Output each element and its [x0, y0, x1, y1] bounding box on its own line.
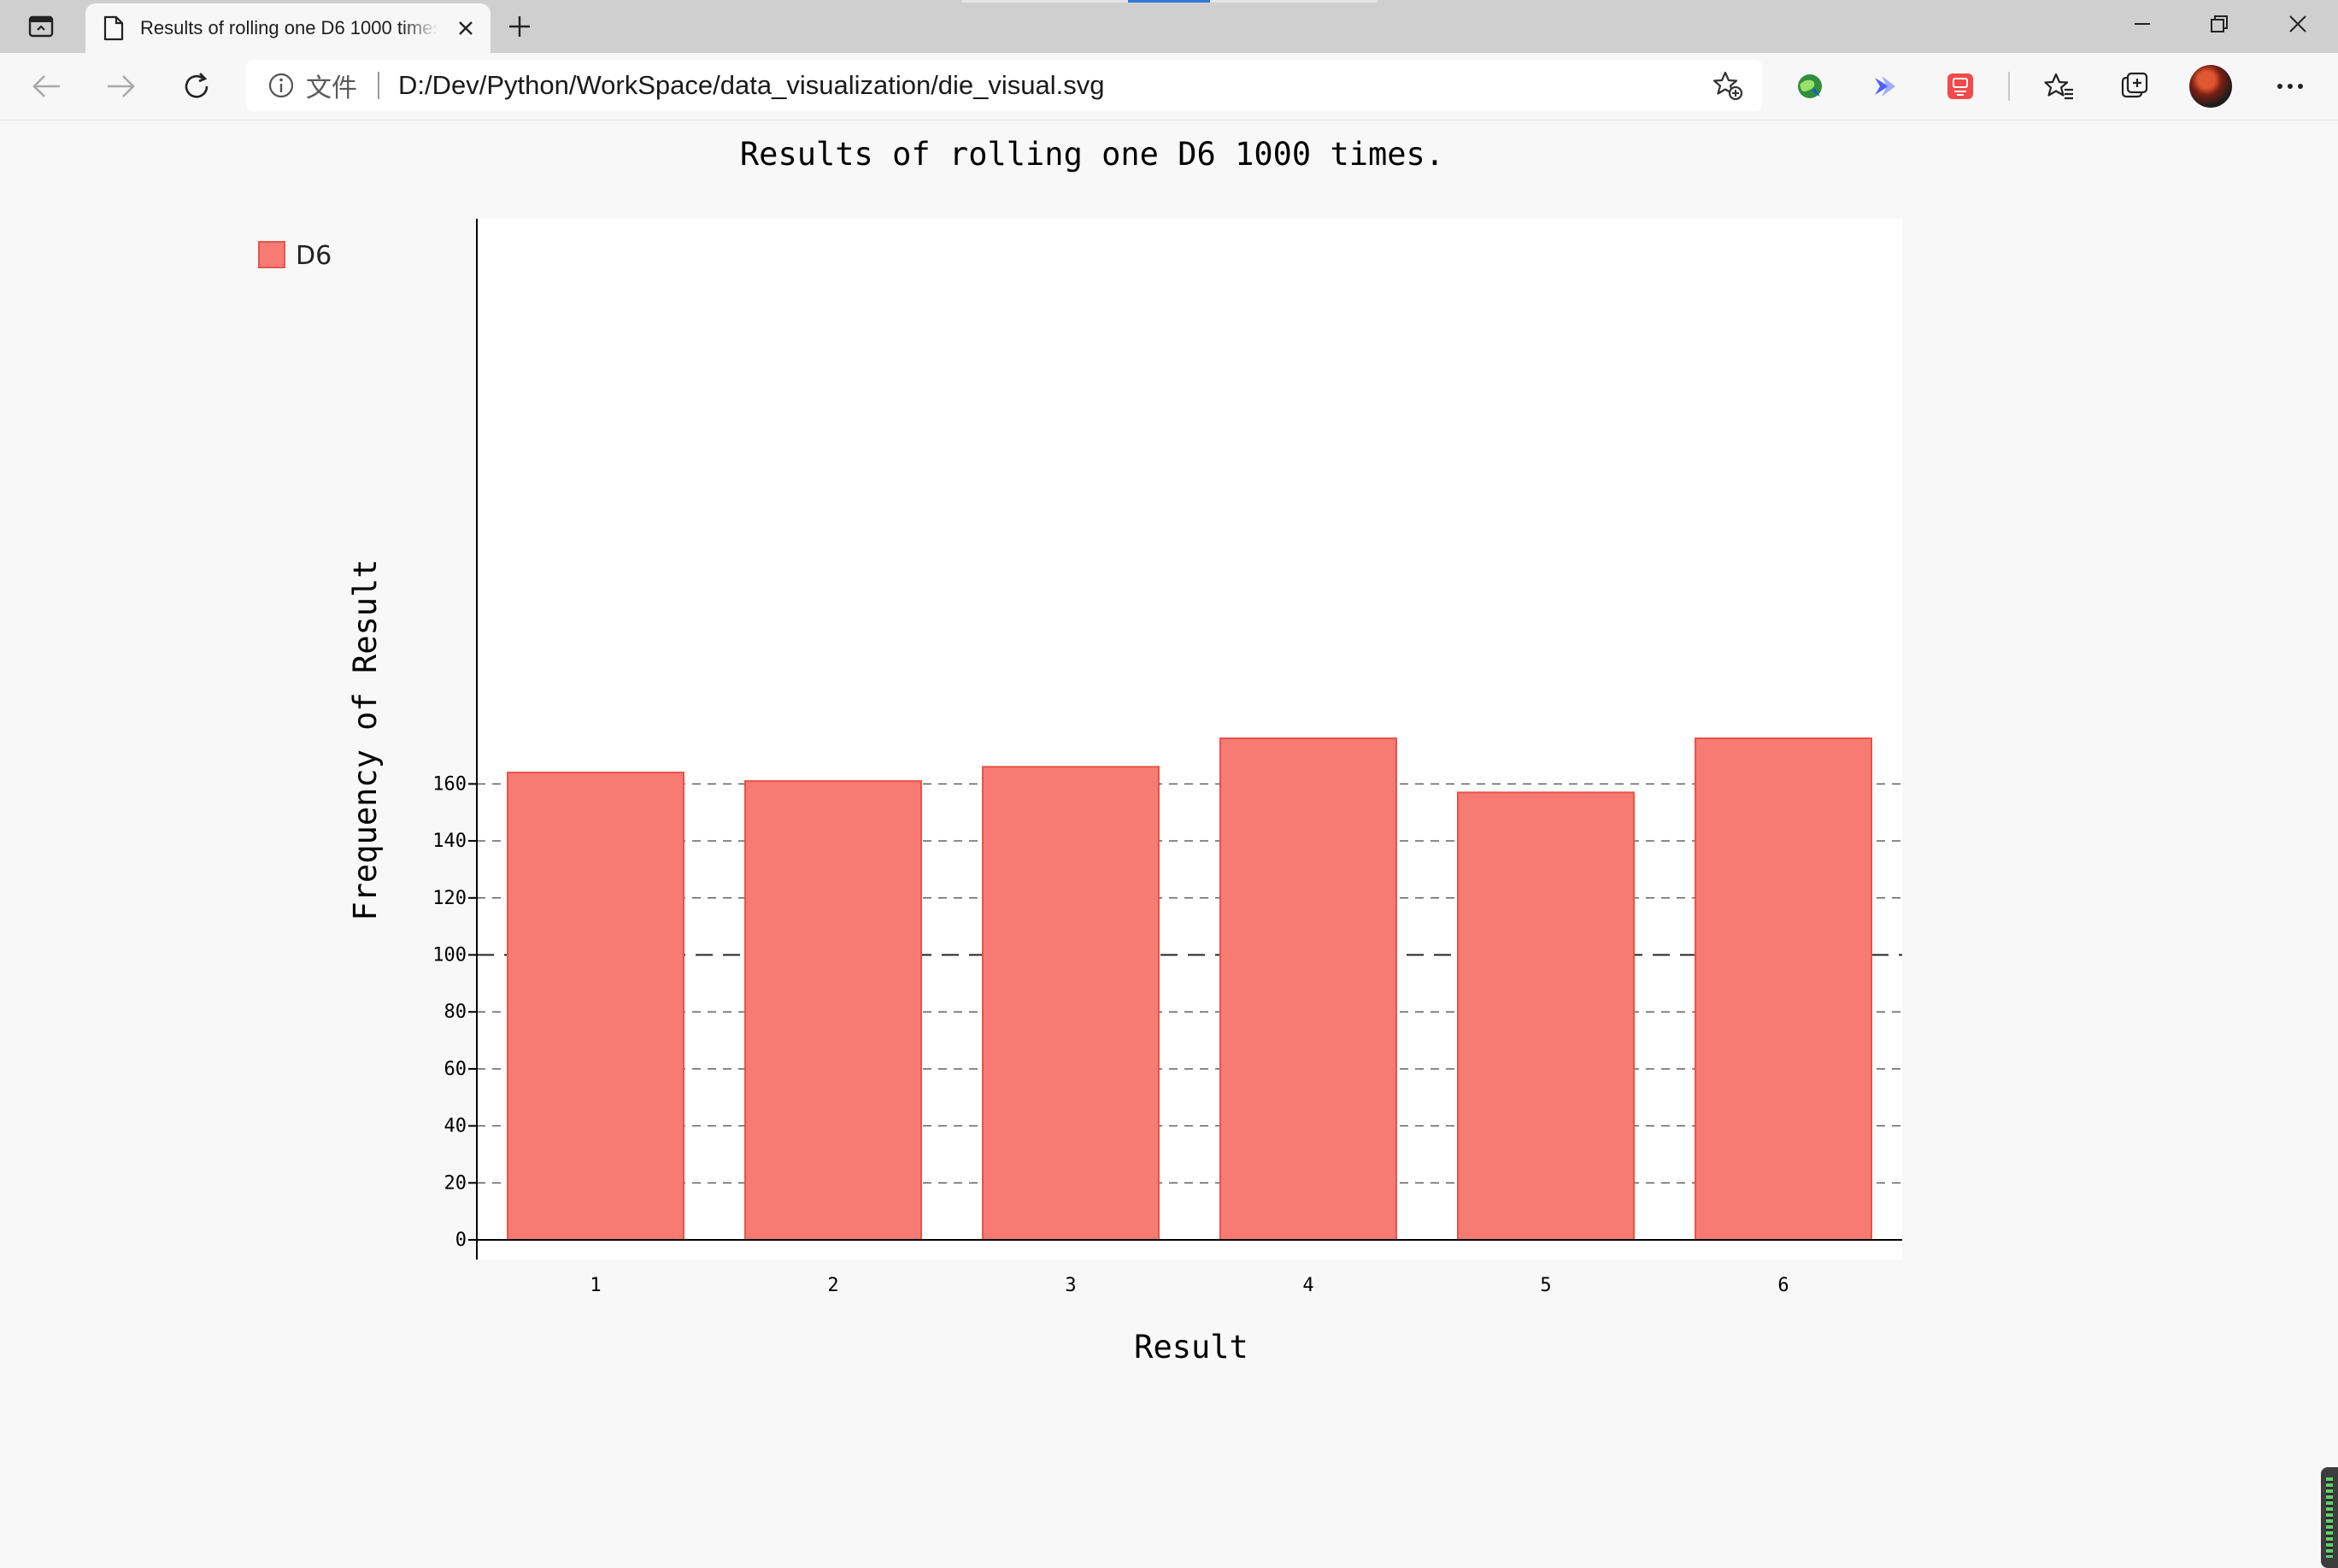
x-tick-label: 3: [1065, 1275, 1076, 1296]
address-bar[interactable]: 文件 D:/Dev/Python/WorkSpace/data_visualiz…: [246, 60, 1762, 111]
more-options-icon[interactable]: [2270, 67, 2311, 106]
address-scheme-label: 文件: [306, 74, 357, 103]
extension-bird-icon[interactable]: [1865, 67, 1906, 106]
page-content: Results of rolling one D6 1000 times. D6…: [0, 120, 2338, 1568]
toolbar-divider: [2008, 72, 2010, 101]
y-tick-label: 40: [444, 1116, 467, 1137]
add-favorite-icon[interactable]: [1712, 70, 1743, 101]
favorites-icon[interactable]: [2039, 67, 2080, 106]
x-tick-label: 4: [1302, 1275, 1313, 1296]
x-tick-labels: 1 2 3 4 5 6: [590, 1275, 1789, 1296]
restore-icon[interactable]: [2181, 0, 2258, 48]
bar-1[interactable]: [507, 772, 684, 1241]
collections-icon[interactable]: [2114, 67, 2155, 106]
y-tick-label: 20: [444, 1172, 467, 1194]
y-tick-label: 120: [432, 888, 467, 909]
chart-title: Results of rolling one D6 1000 times.: [740, 136, 1444, 173]
info-icon[interactable]: [267, 71, 296, 100]
x-tick-label: 5: [1540, 1275, 1551, 1296]
y-tick-label: 0: [455, 1230, 467, 1251]
bar-5[interactable]: [1457, 791, 1635, 1241]
document-icon: [101, 14, 126, 43]
bars: [507, 737, 1872, 1241]
x-tick-label: 1: [590, 1275, 601, 1296]
new-tab-icon[interactable]: [501, 10, 538, 43]
plot-area: [477, 219, 1902, 1260]
y-tick-labels: 0 20 40 60 80 100 120 140 160: [432, 773, 467, 1251]
title-bar: Results of rolling one D6 1000 times.: [0, 0, 2338, 53]
legend-swatch: [258, 241, 285, 268]
refresh-icon[interactable]: [176, 67, 217, 106]
extension-globe-icon[interactable]: [1789, 67, 1830, 106]
bar-chart: Results of rolling one D6 1000 times. D6…: [258, 136, 1902, 1365]
x-axis-label: Result: [1134, 1329, 1248, 1365]
close-window-icon[interactable]: [2259, 0, 2336, 48]
y-tick-label: 60: [444, 1059, 467, 1080]
profile-avatar[interactable]: [2189, 65, 2232, 108]
minimize-icon[interactable]: [2104, 0, 2181, 48]
y-tick-label: 100: [432, 945, 467, 966]
legend-label[interactable]: D6: [296, 241, 332, 271]
y-tick-label: 160: [432, 773, 467, 795]
address-url[interactable]: D:/Dev/Python/WorkSpace/data_visualizati…: [398, 70, 1105, 100]
x-tick-label: 2: [827, 1275, 838, 1296]
legend: D6: [258, 241, 332, 271]
tab-actions-menu-icon[interactable]: [22, 10, 60, 43]
forward-icon[interactable]: [101, 67, 142, 106]
y-axis-label: Frequency of Result: [347, 559, 384, 920]
bar-6[interactable]: [1695, 737, 1872, 1241]
browser-toolbar: 文件 D:/Dev/Python/WorkSpace/data_visualiz…: [0, 53, 2338, 120]
bar-3[interactable]: [982, 766, 1160, 1241]
y-tick-label: 140: [432, 831, 467, 852]
active-tab[interactable]: Results of rolling one D6 1000 times.: [85, 3, 491, 53]
x-tick-label: 6: [1777, 1275, 1789, 1296]
close-tab-icon[interactable]: [453, 15, 479, 41]
bar-4[interactable]: [1219, 737, 1397, 1241]
tab-title: Results of rolling one D6 1000 times.: [140, 17, 438, 38]
tab-strip-scroll-indicator: [962, 0, 1378, 3]
gridlines: [468, 783, 1902, 1241]
address-separator: [378, 72, 379, 99]
scroll-indicator[interactable]: [2321, 1467, 2338, 1568]
extension-translate-icon[interactable]: [1940, 67, 1981, 106]
bar-2[interactable]: [744, 780, 922, 1241]
y-tick-label: 80: [444, 1001, 467, 1023]
back-icon[interactable]: [26, 67, 67, 106]
